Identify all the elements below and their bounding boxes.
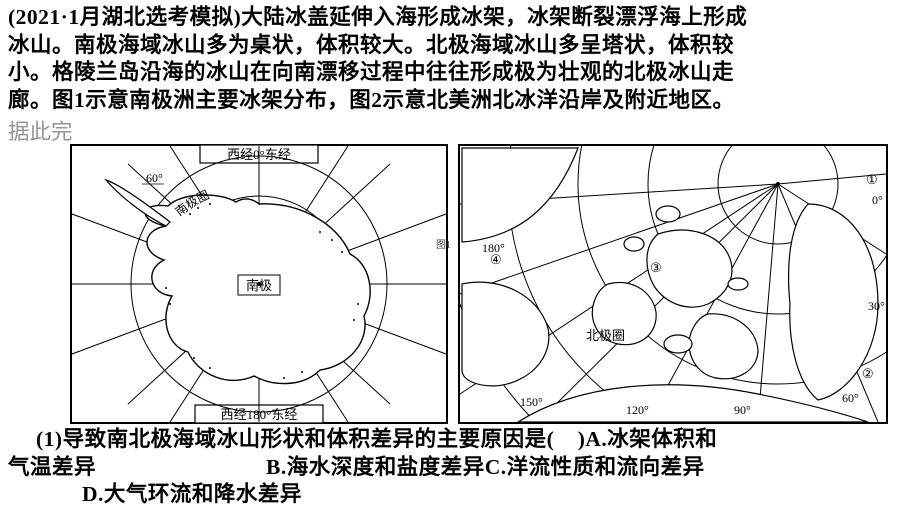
svg-text:60°: 60° (842, 391, 859, 405)
svg-text:0°: 0° (872, 193, 883, 207)
svg-text:120°: 120° (626, 403, 649, 417)
svg-text:30°: 30° (868, 299, 885, 313)
question-block: (1)导致南北极海域冰山形状和体积差异的主要原因是( )A.冰架体积和 气温差异… (0, 424, 920, 509)
passage-line-3: 小。格陵兰岛沿海的冰山在向南漂移过程中往往形成极为壮观的北极冰山走 (8, 59, 912, 87)
map2-figure-label: 图1 (436, 236, 451, 251)
map1-lat60: 60° (146, 171, 163, 185)
map2-arctic-circle-label: 北极圈 (586, 328, 625, 343)
option-d: D.大气环流和降水差异 (82, 482, 302, 506)
svg-text:③: ③ (650, 260, 662, 275)
passage-block: (2021·1月湖北选考模拟)大陆冰盖延伸入海形成冰架，冰架断裂漂浮海上形成 冰… (0, 0, 920, 114)
option-b: B.海水深度和盐度差异 (266, 455, 485, 479)
option-c: C.洋流性质和流向差异 (485, 455, 705, 479)
question-stem-b: )A.冰架体积和 (578, 427, 718, 451)
passage-line-2: 冰山。南极海域冰山多为桌状，体积较大。北极海域冰山多呈塔状，体积较 (8, 32, 912, 60)
passage-line-4: 廊。图1示意南极洲主要冰架分布，图2示意北美洲北冰洋沿岸及附近地区。 (8, 87, 912, 115)
passage-faded-fragment: 据此完 (0, 114, 73, 146)
svg-text:150°: 150° (520, 395, 543, 409)
maps-row: 西经0°东经 西经180°东经 (0, 144, 920, 424)
map-arctic: 图1 (458, 144, 888, 424)
svg-text:①: ① (866, 172, 878, 187)
option-a-tail: 气温差异 (8, 455, 96, 479)
svg-text:180°: 180° (482, 241, 505, 255)
question-stem-a: (1)导致南北极海域冰山形状和体积差异的主要原因是( (36, 427, 554, 451)
svg-text:90°: 90° (734, 403, 751, 417)
svg-text:②: ② (862, 366, 874, 381)
passage-line-1: (2021·1月湖北选考模拟)大陆冰盖延伸入海形成冰架，冰架断裂漂浮海上形成 (8, 4, 912, 32)
map-antarctica: 西经0°东经 西经180°东经 (70, 144, 448, 424)
